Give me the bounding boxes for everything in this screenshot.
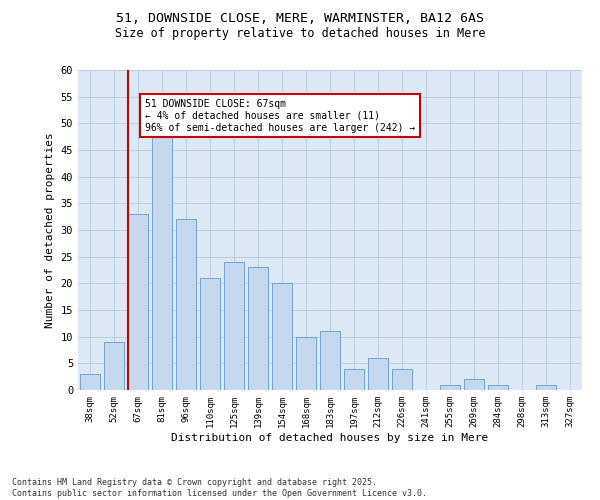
Bar [176, 220, 196, 390]
X-axis label: Distribution of detached houses by size in Mere: Distribution of detached houses by size … [172, 432, 488, 442]
Bar [392, 368, 412, 390]
Text: 51, DOWNSIDE CLOSE, MERE, WARMINSTER, BA12 6AS: 51, DOWNSIDE CLOSE, MERE, WARMINSTER, BA… [116, 12, 484, 26]
Bar [80, 374, 100, 390]
Bar [272, 284, 292, 390]
Bar [152, 134, 172, 390]
Text: Size of property relative to detached houses in Mere: Size of property relative to detached ho… [115, 28, 485, 40]
Bar [128, 214, 148, 390]
Text: Contains HM Land Registry data © Crown copyright and database right 2025.
Contai: Contains HM Land Registry data © Crown c… [12, 478, 427, 498]
Y-axis label: Number of detached properties: Number of detached properties [45, 132, 55, 328]
Bar [536, 384, 556, 390]
Bar [344, 368, 364, 390]
Bar [464, 380, 484, 390]
Bar [248, 268, 268, 390]
Bar [488, 384, 508, 390]
Bar [440, 384, 460, 390]
Bar [320, 332, 340, 390]
Bar [224, 262, 244, 390]
Text: 51 DOWNSIDE CLOSE: 67sqm
← 4% of detached houses are smaller (11)
96% of semi-de: 51 DOWNSIDE CLOSE: 67sqm ← 4% of detache… [145, 100, 415, 132]
Bar [104, 342, 124, 390]
Bar [296, 336, 316, 390]
Bar [200, 278, 220, 390]
Bar [368, 358, 388, 390]
